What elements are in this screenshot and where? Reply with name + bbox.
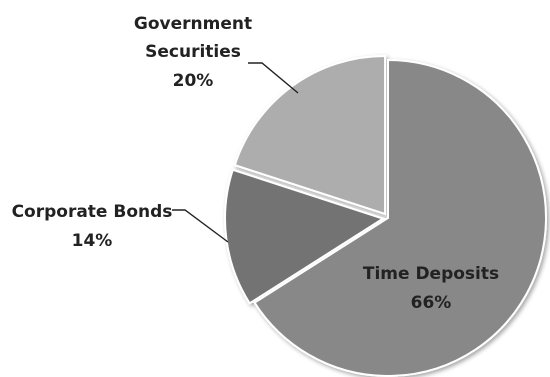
government-securities-label-line2: Securities xyxy=(145,42,241,62)
government-securities-leader-line xyxy=(248,62,299,94)
pie-slice-time-deposits xyxy=(253,58,547,377)
pie-slices xyxy=(224,54,547,377)
government-securities-label-line1: Government xyxy=(134,14,252,34)
corporate-bonds-value-label: 14% xyxy=(72,231,113,251)
time-deposits-value-label: 66% xyxy=(411,293,452,313)
pie-slice-government-securities xyxy=(233,54,387,216)
corporate-bonds-label: Corporate Bonds xyxy=(12,202,173,222)
time-deposits-label: Time Deposits xyxy=(363,264,499,284)
pie-slice-corporate-bonds xyxy=(224,168,386,305)
corporate-bonds-leader-line xyxy=(172,209,229,243)
government-securities-value-label: 20% xyxy=(173,71,214,91)
